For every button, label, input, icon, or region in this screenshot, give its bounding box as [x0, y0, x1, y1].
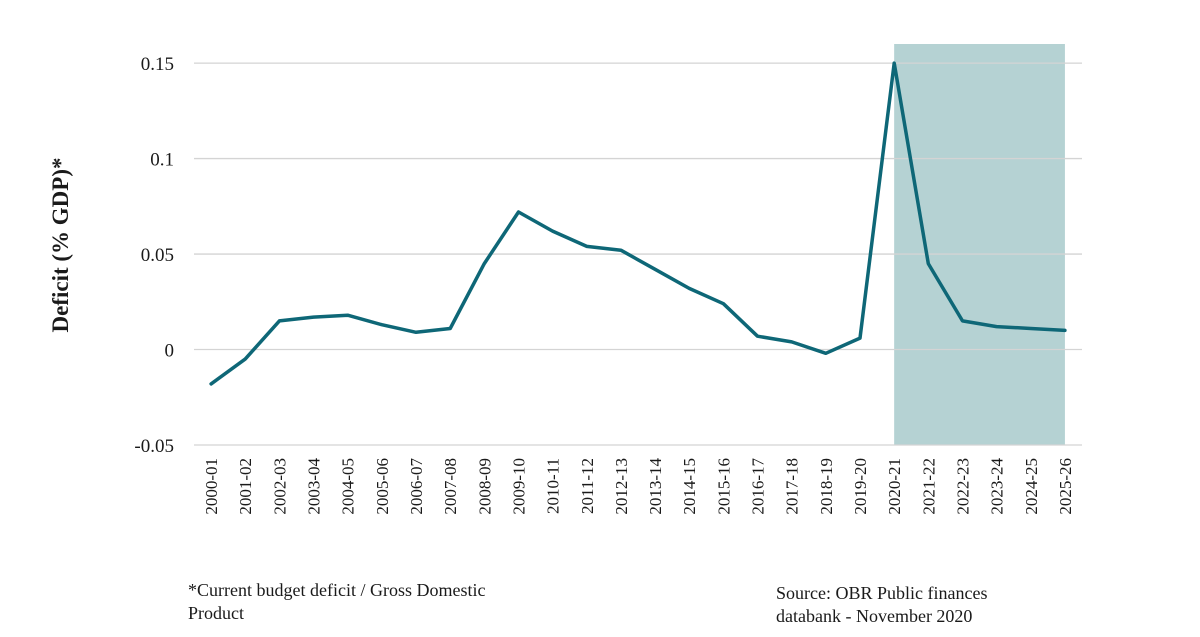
x-tick-label: 2000-01	[202, 458, 221, 515]
y-tick-label: 0	[165, 341, 175, 362]
x-tick-label: 2024-25	[1022, 458, 1041, 515]
x-axis-ticks: 2000-01 2001-02 2002-03 2003-04 2004-05 2005-…	[202, 458, 1075, 515]
forecast-shading	[894, 44, 1065, 445]
x-tick-label: 2005-06	[373, 458, 392, 515]
y-tick-label: -0.05	[134, 436, 174, 457]
x-tick-label: 2006-07	[407, 458, 426, 515]
x-tick-label: 2025-26	[1056, 458, 1075, 515]
x-tick-label: 2004-05	[339, 458, 358, 515]
deficit-series-line	[209, 61, 1067, 386]
x-tick-label: 2018-19	[817, 458, 836, 515]
x-tick-label: 2022-23	[953, 458, 972, 515]
x-tick-label: 2013-14	[646, 458, 665, 515]
x-tick-label: 2001-02	[236, 458, 255, 515]
x-tick-label: 2008-09	[475, 458, 494, 515]
x-tick-label: 2017-18	[783, 458, 802, 515]
x-tick-label: 2023-24	[988, 458, 1007, 515]
x-tick-label: 2011-12	[578, 458, 597, 514]
y-tick-label: 0.1	[150, 150, 174, 171]
y-tick-label: 0.15	[141, 54, 174, 75]
x-tick-label: 2003-04	[305, 458, 324, 515]
x-tick-label: 2015-16	[714, 458, 733, 515]
x-tick-label: 2019-20	[851, 458, 870, 515]
x-tick-label: 2002-03	[270, 458, 289, 515]
x-tick-label: 2007-08	[441, 458, 460, 515]
x-tick-label: 2010-11	[544, 458, 563, 514]
y-axis-ticks: -0.05 0 0.05 0.1 0.15	[134, 54, 174, 457]
x-tick-label: 2009-10	[509, 458, 528, 515]
x-tick-label: 2020-21	[885, 458, 904, 515]
x-tick-label: 2021-22	[919, 458, 938, 515]
y-tick-label: 0.05	[141, 245, 174, 266]
x-tick-label: 2016-17	[749, 458, 768, 515]
gridlines	[194, 62, 1082, 446]
x-tick-label: 2014-15	[680, 458, 699, 515]
y-axis-label: Deficit (% GDP)*	[48, 158, 73, 333]
footnote: *Current budget deficit / Gross Domestic…	[188, 580, 486, 623]
source-note: Source: OBR Public finances databank - N…	[776, 583, 988, 626]
x-tick-label: 2012-13	[612, 458, 631, 515]
